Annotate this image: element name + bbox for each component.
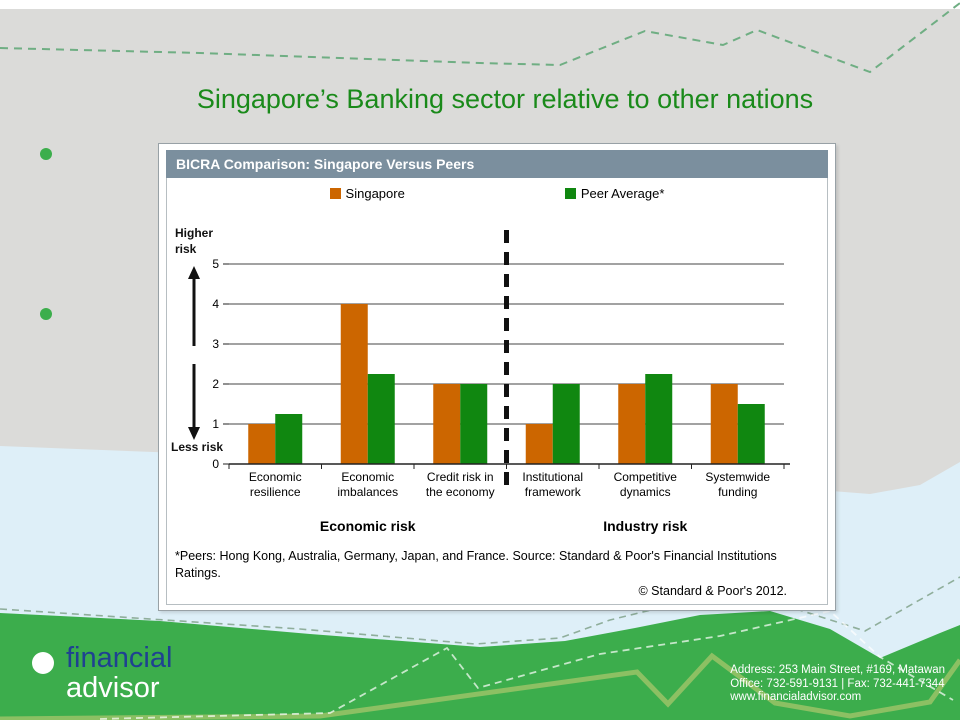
bar-chart: 012345EconomicresilienceEconomicimbalanc…: [188, 230, 790, 534]
phone-line: Office: 732-591-9131 | Fax: 732-441-7344: [730, 677, 945, 690]
legend-label: Singapore: [345, 186, 405, 201]
bar-peer-average-1: [367, 374, 395, 464]
olive-zigzag-line: [0, 652, 960, 720]
boundary-dashed-line: [0, 576, 960, 645]
logo-dot-icon: [32, 652, 54, 674]
footer-green-band: [0, 611, 960, 720]
bar-singapore-4: [618, 384, 646, 464]
higher-risk-label: Higher risk: [175, 226, 214, 256]
bar-singapore-0: [248, 424, 276, 464]
bar-singapore-3: [525, 424, 553, 464]
legend-swatch: [564, 188, 576, 199]
arrow-up-icon: [188, 266, 200, 279]
legend-item-peer-average: Peer Average*: [564, 186, 665, 201]
group-label: Economic risk: [320, 518, 416, 534]
x-category-label: Institutional: [522, 470, 583, 484]
bullet-marker-1: [40, 148, 52, 160]
contact-address-block: Address: 253 Main Street, #169, Matawan …: [730, 664, 945, 705]
company-logo: financial advisor: [32, 644, 172, 703]
top-white-strip: [0, 0, 960, 9]
legend-swatch: [329, 188, 341, 199]
y-tick-label: 1: [212, 417, 219, 431]
x-category-label: dynamics: [620, 485, 671, 499]
bullet-marker-2: [40, 308, 52, 320]
arrow-down-icon: [188, 427, 200, 440]
chart-panel-header: BICRA Comparison: Singapore Versus Peers: [166, 150, 828, 178]
x-category-label: the economy: [426, 485, 495, 499]
chart-panel-body: 0 1 2 3 4 5 Economic resilience Economic imbalanc…: [166, 178, 828, 605]
bar-peer-average-0: [275, 414, 303, 464]
bar-singapore-2: [433, 384, 461, 464]
less-risk-label: Less risk: [171, 440, 224, 454]
logo-text-financial: financial: [66, 642, 173, 674]
x-category-label: Economic: [341, 470, 394, 484]
top-dashed-zigzag-line: [0, 2, 960, 74]
x-category-label: imbalances: [337, 485, 398, 499]
x-category-label: Economic: [249, 470, 302, 484]
y-tick-label: 3: [212, 337, 219, 351]
legend-item-singapore: Singapore: [329, 186, 405, 201]
address-line: Address: 253 Main Street, #169, Matawan: [730, 664, 945, 676]
bar-peer-average-5: [737, 404, 765, 464]
legend-label: Peer Average*: [580, 186, 665, 201]
x-category-label: resilience: [250, 485, 301, 499]
y-tick-label: 5: [212, 257, 219, 271]
x-category-label: Competitive: [614, 470, 678, 484]
chart-panel: BICRA Comparison: Singapore Versus Peers…: [158, 143, 836, 611]
white-dashed-zigzag-line: [99, 610, 954, 720]
bar-peer-average-2: [460, 384, 488, 464]
group-label: Industry risk: [603, 518, 687, 534]
website-line: www.financialadvisor.com: [730, 691, 862, 704]
y-tick-label: 0: [212, 457, 219, 471]
slide-title: Singapore’s Banking sector relative to o…: [196, 84, 814, 114]
copyright-text: © Standard & Poor's 2012.: [638, 584, 788, 598]
bar-peer-average-3: [552, 384, 580, 464]
x-category-label: Systemwide: [705, 470, 770, 484]
bar-peer-average-4: [645, 374, 673, 464]
y-tick-label: 4: [212, 297, 219, 311]
bar-singapore-5: [710, 384, 738, 464]
bar-singapore-1: [340, 304, 368, 464]
chart-legend: Singapore Peer Average*: [167, 186, 827, 201]
x-category-label: funding: [718, 485, 757, 499]
logo-text-advisor: advisor: [66, 672, 160, 704]
x-category-label: framework: [525, 485, 582, 499]
chart-footnote: *Peers: Hong Kong, Australia, Germany, J…: [175, 549, 777, 580]
y-tick-label: 2: [212, 377, 219, 391]
x-category-label: Credit risk in: [427, 470, 494, 484]
